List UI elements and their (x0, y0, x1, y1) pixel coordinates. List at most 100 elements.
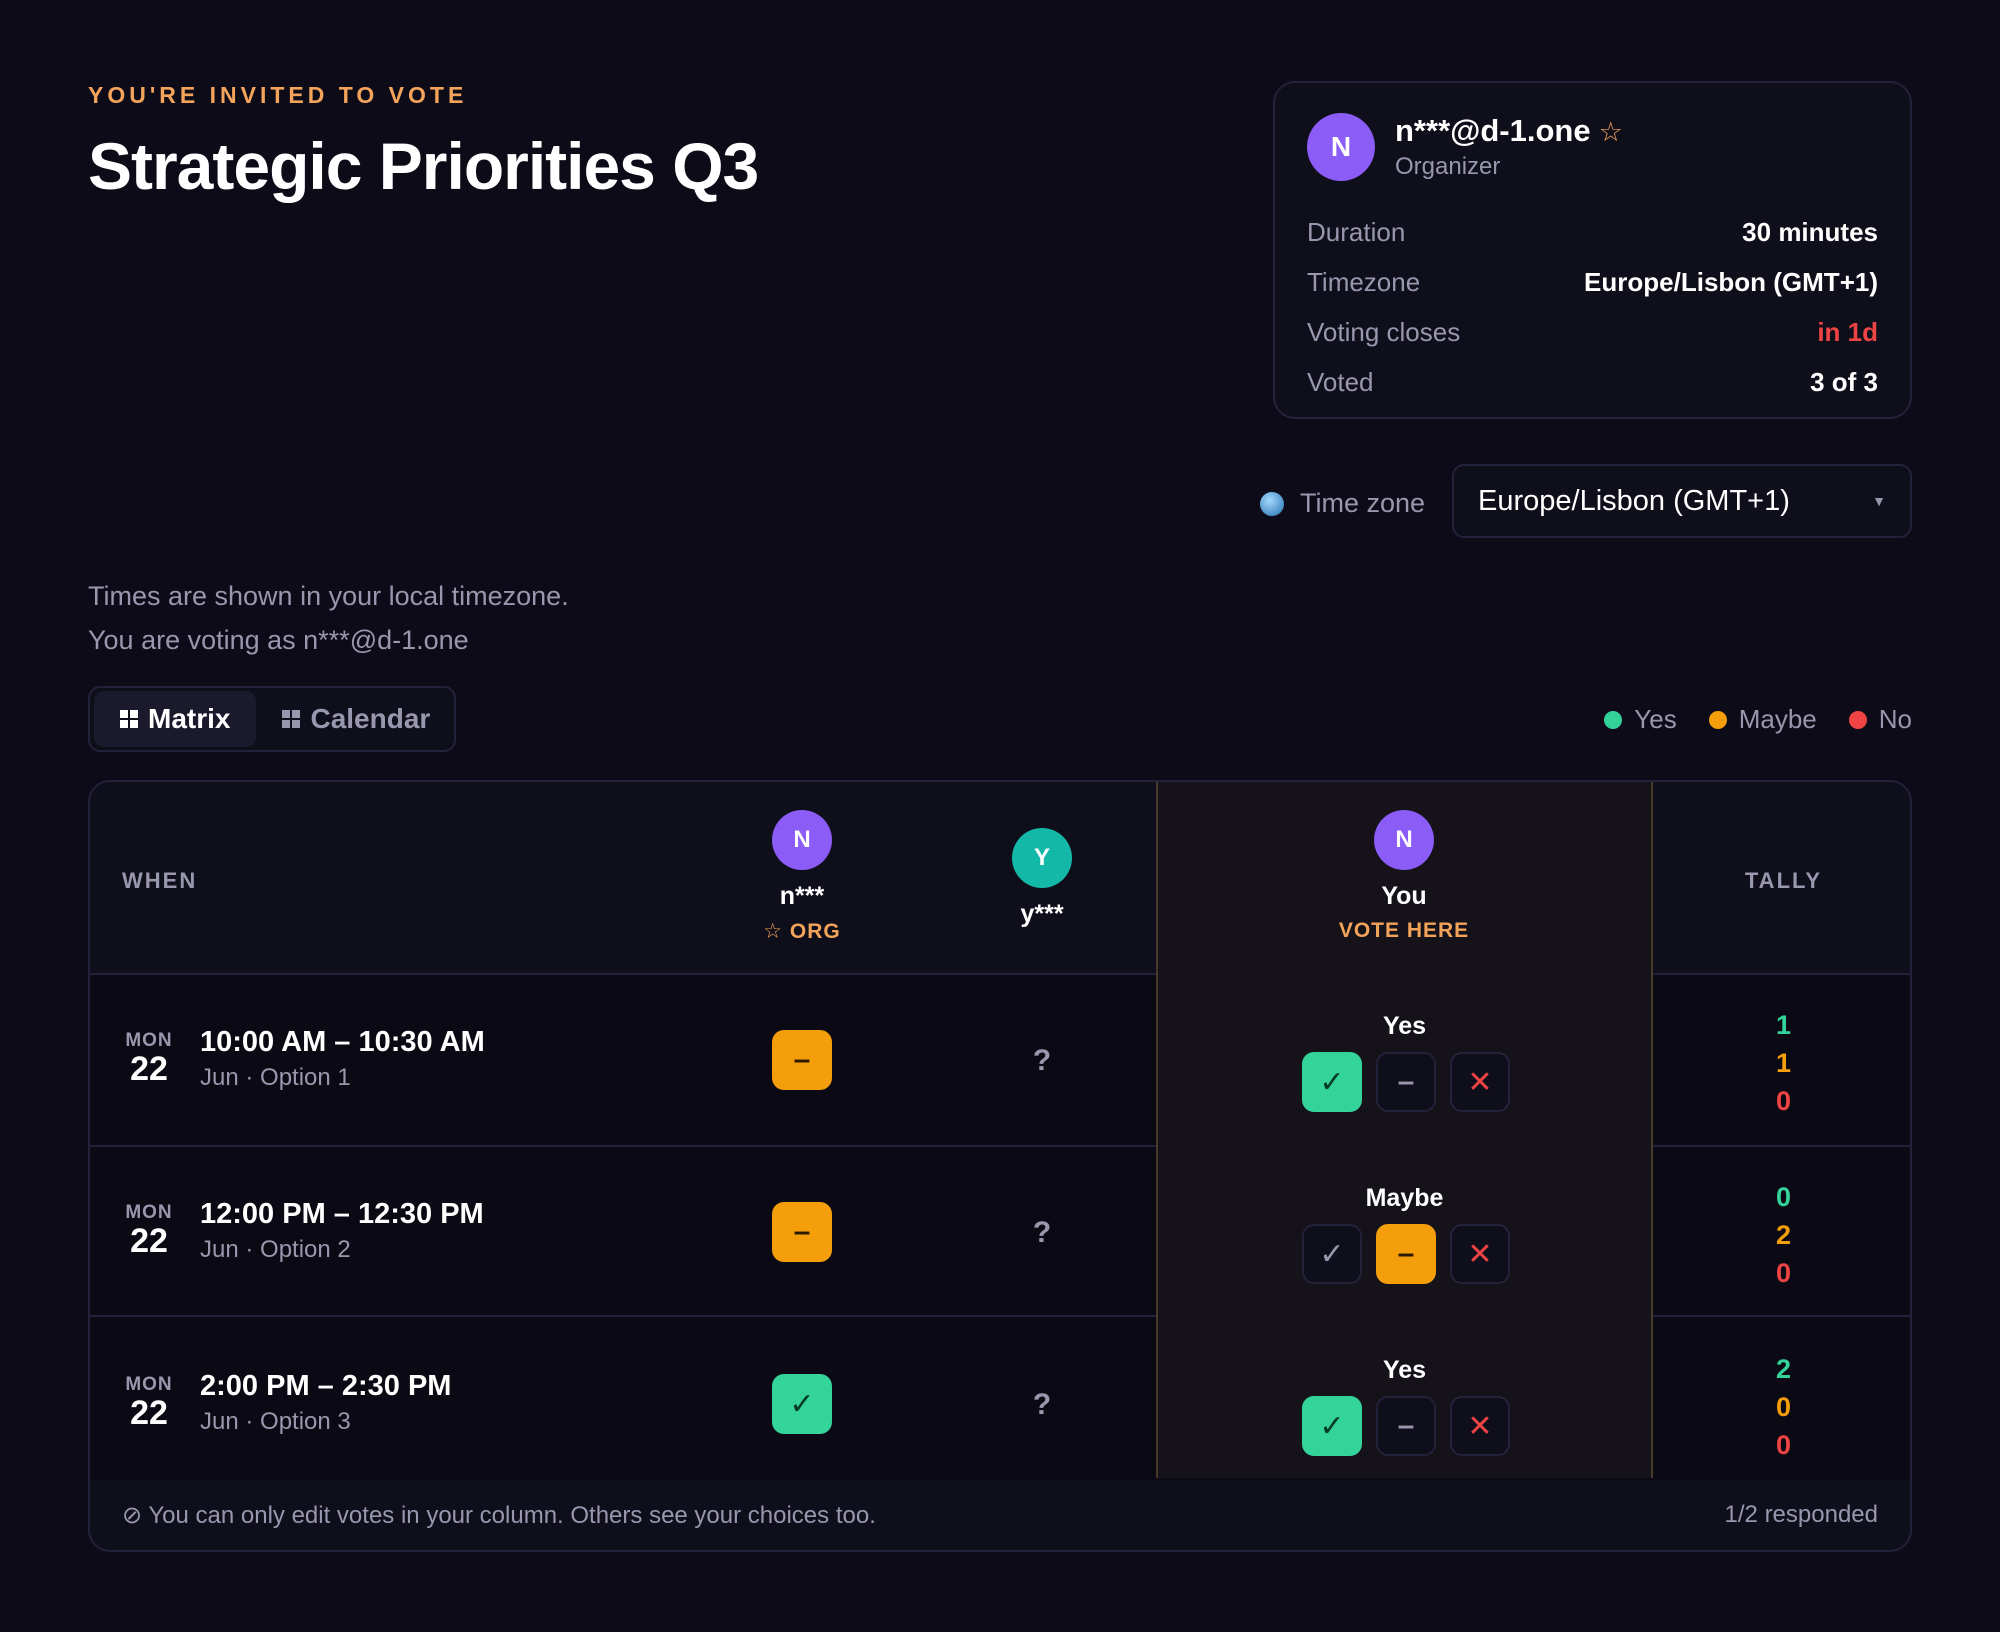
dash-icon: – (1397, 1409, 1415, 1442)
participant-badge-text: ORG (789, 920, 841, 943)
vote-maybe: – (772, 1030, 832, 1090)
view-toggle: Matrix Calendar (88, 686, 456, 752)
organizer-card: N n***@d-1.one ☆ Organizer Duration 30 mi… (1273, 81, 1912, 419)
option-label: Jun · Option 1 (200, 1064, 351, 1091)
vote-unknown: ? (1032, 1388, 1052, 1421)
tally: 0 2 0 (1653, 1178, 1910, 1292)
organizer-email-text: n***@d-1.one (1395, 113, 1591, 148)
table-row (90, 975, 1910, 1147)
day-number: 22 (130, 1394, 168, 1432)
dot-icon (1848, 710, 1867, 729)
tally: 2 0 0 (1653, 1350, 1910, 1464)
info-text: Times are shown in your local timezone. … (88, 574, 569, 662)
participant-org: N n*** ☆ ORG (682, 810, 922, 944)
page-title: Strategic Priorities Q3 (88, 129, 759, 203)
my-choice-label: Yes (1382, 1012, 1427, 1040)
tab-matrix[interactable]: Matrix (94, 691, 257, 747)
vote-no-button[interactable]: ✕ (1450, 1396, 1510, 1456)
close-icon: ✕ (1467, 1237, 1493, 1271)
tab-calendar[interactable]: Calendar (256, 691, 456, 747)
avatar: N (772, 810, 832, 870)
legend-yes: Yes (1604, 704, 1677, 735)
dash-icon: – (1397, 1065, 1415, 1098)
when-header: WHEN (122, 868, 198, 893)
vote-maybe: – (772, 1202, 832, 1262)
my-choice-label: Maybe (1365, 1184, 1444, 1212)
dash-icon: – (793, 1043, 811, 1076)
vote-maybe-button[interactable]: – (1376, 1396, 1436, 1456)
vote-yes: ✓ (772, 1374, 832, 1434)
vote-yes-button[interactable]: ✓ (1302, 1396, 1362, 1456)
tally-yes: 1 (1775, 1010, 1792, 1040)
timezone-label: Time zone (1260, 488, 1425, 519)
participant-badge: VOTE HERE (1338, 919, 1470, 942)
dash-icon: – (793, 1215, 811, 1248)
tally-header: TALLY (1744, 868, 1823, 893)
grid-icon (120, 710, 138, 728)
time-range: 10:00 AM – 10:30 AM (200, 1026, 485, 1058)
your-column (1156, 782, 1653, 1478)
tally-no: 0 (1775, 1086, 1792, 1116)
timezone-label-text: Time zone (1300, 488, 1426, 518)
legend-maybe-label: Maybe (1738, 704, 1817, 734)
option-label: Jun · Option 2 (200, 1236, 351, 1263)
avatar: N (1374, 810, 1434, 870)
detail-value: 30 minutes (1742, 216, 1878, 247)
eyebrow: YOU'RE INVITED TO VOTE (88, 82, 468, 108)
vote-no-button[interactable]: ✕ (1450, 1052, 1510, 1112)
legend-no-label: No (1878, 704, 1912, 734)
detail-key: Voted (1307, 366, 1374, 397)
vote-no-button[interactable]: ✕ (1450, 1224, 1510, 1284)
date-badge: MON 22 (122, 1030, 176, 1086)
option-label: Jun · Option 3 (200, 1408, 351, 1435)
day-of-week: MON (125, 1374, 173, 1395)
check-icon: ✓ (1319, 1409, 1345, 1443)
vote-maybe-button[interactable]: – (1376, 1224, 1436, 1284)
vote-unknown: ? (1032, 1044, 1052, 1077)
legend-yes-label: Yes (1634, 704, 1677, 734)
footer-note: ⊘ You can only edit votes in your column… (122, 1501, 876, 1529)
avatar: Y (1012, 828, 1072, 888)
tally-no: 0 (1775, 1430, 1792, 1460)
info-line-2: You are voting as n***@d-1.one (88, 625, 469, 655)
detail-value: Europe/Lisbon (GMT+1) (1584, 266, 1878, 297)
detail-voting-closes: Voting closes in 1d (1307, 307, 1878, 357)
participant-you: N You VOTE HERE (1284, 810, 1524, 943)
organizer-email: n***@d-1.one ☆ (1395, 113, 1623, 149)
tally-yes: 0 (1775, 1182, 1792, 1212)
table-row (90, 1147, 1910, 1317)
tally: 1 1 0 (1653, 1006, 1910, 1120)
day-of-week: MON (125, 1030, 173, 1051)
chevron-down-icon: ▼ (1872, 493, 1886, 509)
star-icon: ☆ (763, 920, 790, 943)
tab-matrix-label: Matrix (148, 703, 231, 734)
day-number: 22 (130, 1222, 168, 1260)
tally-maybe: 2 (1775, 1220, 1792, 1250)
close-icon: ✕ (1467, 1065, 1493, 1099)
time-range: 12:00 PM – 12:30 PM (200, 1198, 484, 1230)
detail-duration: Duration 30 minutes (1307, 207, 1878, 257)
participant-badge: ☆ ORG (682, 919, 922, 944)
info-line-1: Times are shown in your local timezone. (88, 581, 569, 611)
participant-name: y*** (1020, 900, 1064, 928)
vote-yes-button[interactable]: ✓ (1302, 1052, 1362, 1112)
my-choice-label: Yes (1382, 1356, 1427, 1384)
vote-maybe-button[interactable]: – (1376, 1052, 1436, 1112)
legend-maybe: Maybe (1708, 704, 1817, 735)
organizer-details: Duration 30 minutes Timezone Europe/Lisb… (1307, 207, 1878, 407)
detail-voted: Voted 3 of 3 (1307, 357, 1878, 407)
close-icon: ✕ (1467, 1409, 1493, 1443)
detail-key: Voting closes (1307, 316, 1461, 347)
legend: Yes Maybe No (1604, 704, 1912, 735)
vote-yes-button[interactable]: ✓ (1302, 1224, 1362, 1284)
calendar-icon (282, 710, 301, 728)
detail-value: 3 of 3 (1810, 366, 1878, 397)
vote-matrix: WHEN TALLY N n*** ☆ ORG Y y*** N You VOT… (88, 780, 1912, 1552)
globe-icon (1260, 491, 1284, 516)
detail-key: Duration (1307, 216, 1406, 247)
dash-icon: – (1397, 1237, 1415, 1270)
dot-icon (1604, 710, 1623, 729)
timezone-select[interactable]: Europe/Lisbon (GMT+1) ▼ (1452, 464, 1912, 538)
tally-maybe: 0 (1775, 1392, 1792, 1422)
matrix-footer: ⊘ You can only edit votes in your column… (90, 1480, 1910, 1550)
